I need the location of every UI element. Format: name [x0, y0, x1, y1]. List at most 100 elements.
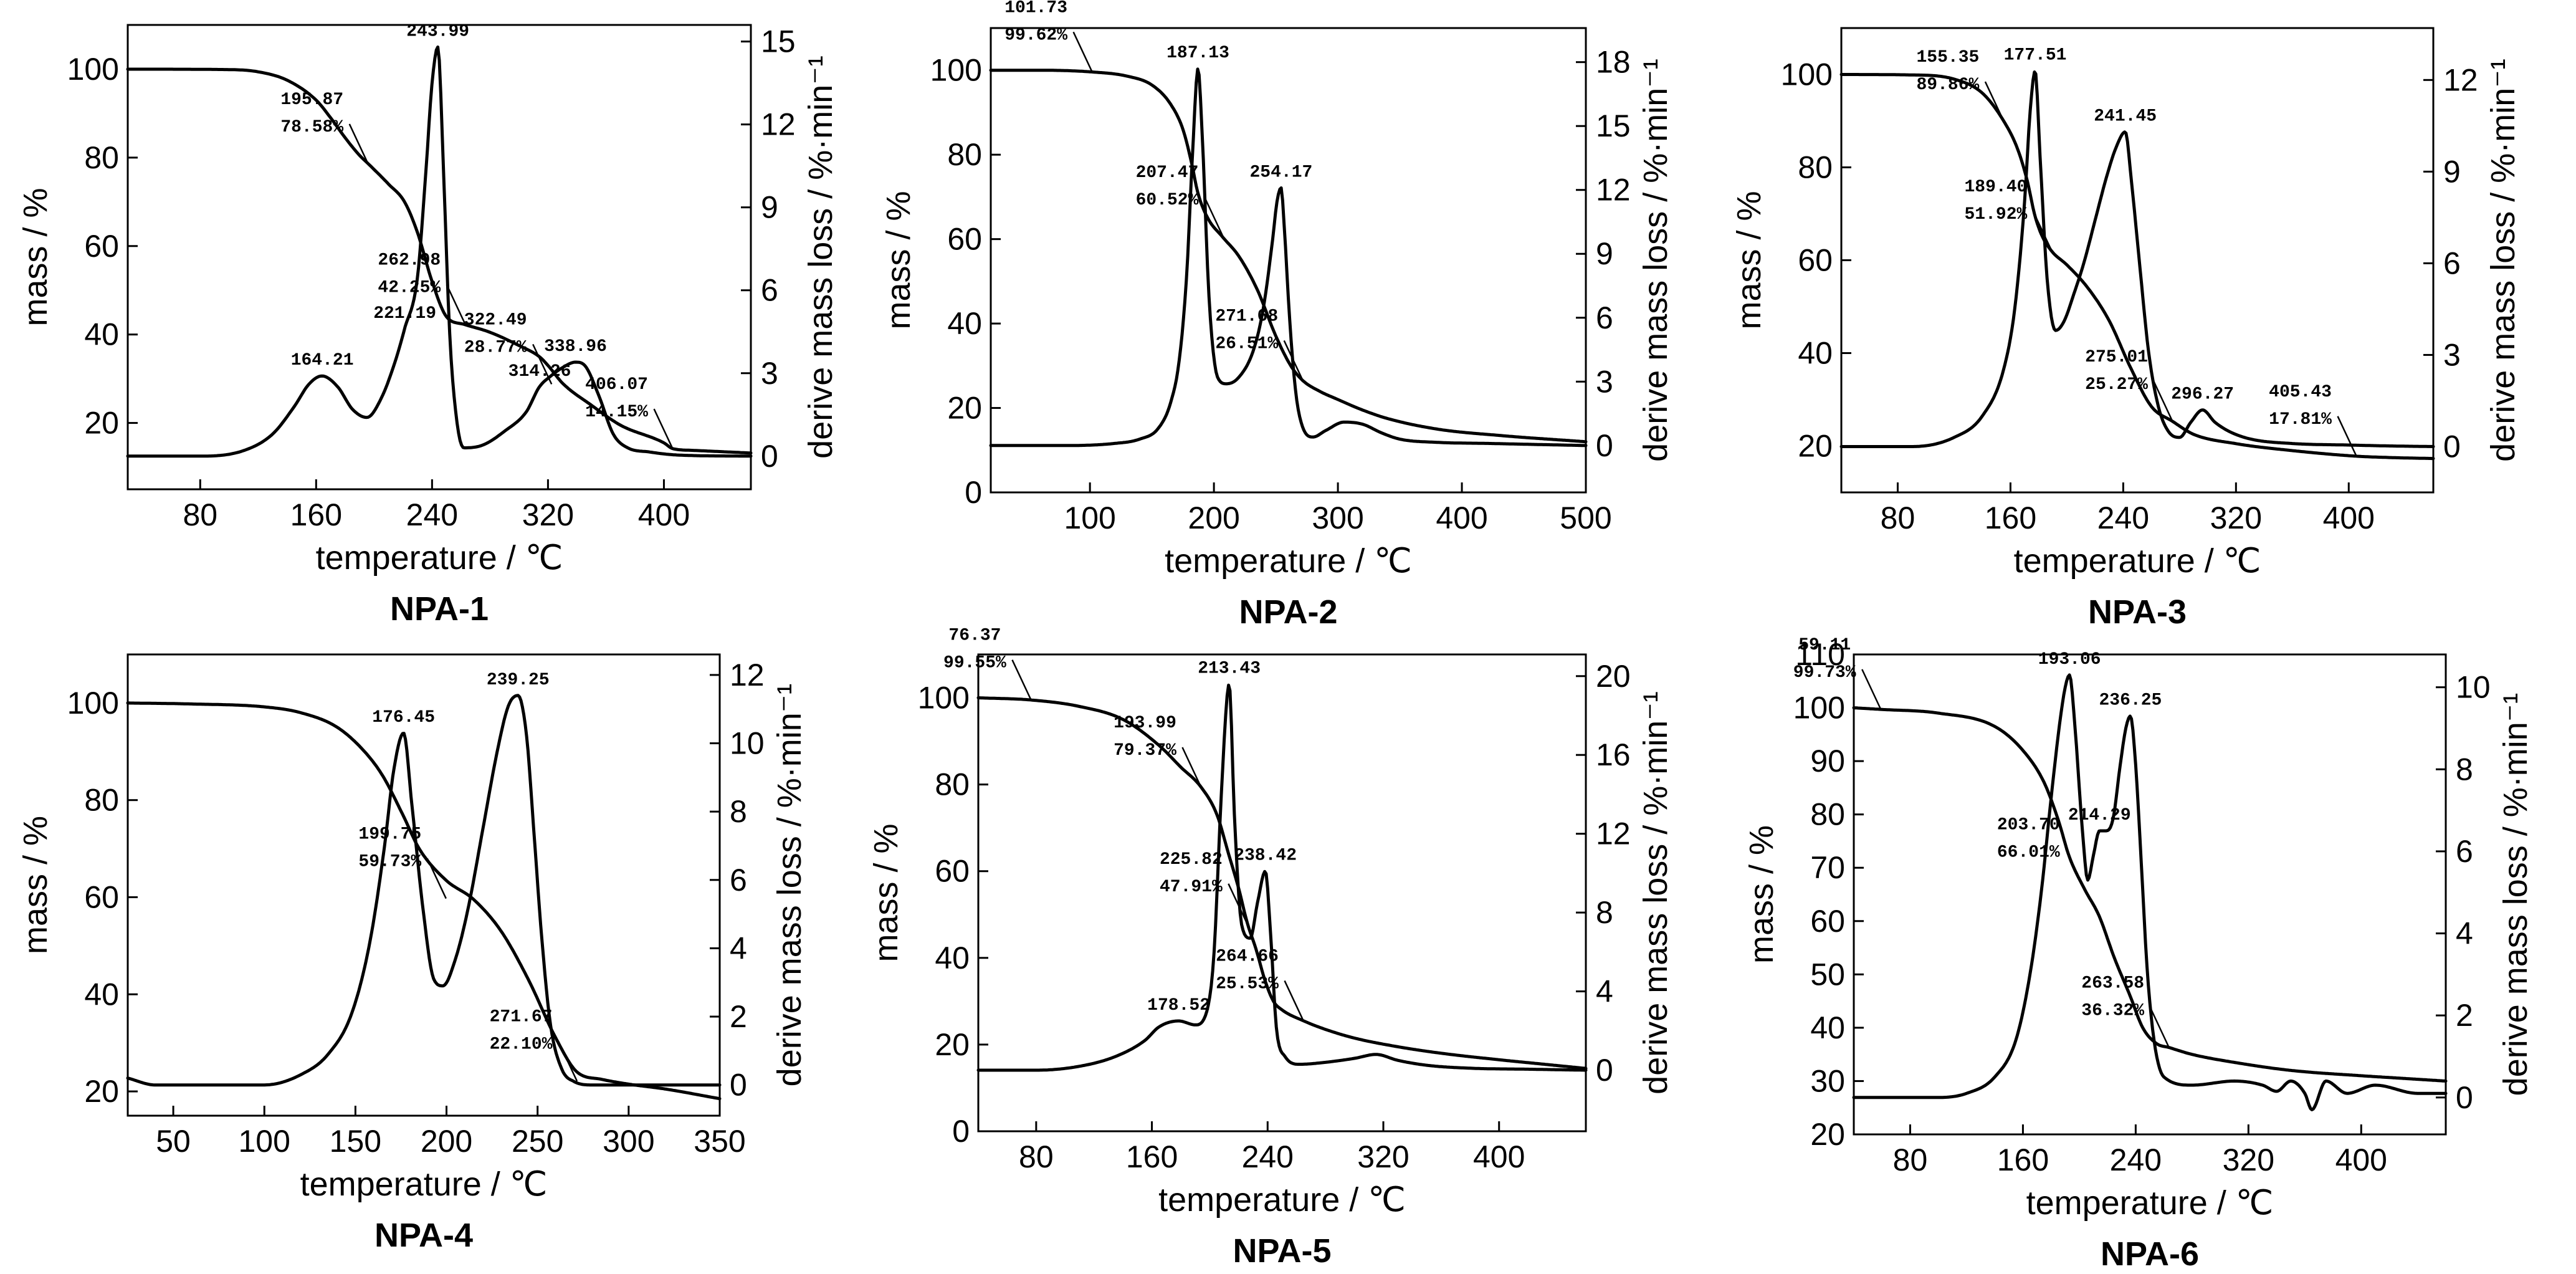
y2-tick-label: 9	[1596, 236, 1613, 271]
annotation-mass: 28.77%	[464, 338, 527, 357]
y2-tick-label: 15	[761, 24, 796, 59]
annotation-mass: 79.37%	[1114, 741, 1176, 760]
annotation-peak: 296.27	[2171, 385, 2234, 405]
y2-tick-label: 8	[2456, 752, 2473, 787]
y-tick-label: 80	[84, 783, 119, 818]
y-tick-label: 100	[930, 53, 982, 88]
annotation-mass: 42.25%	[378, 279, 441, 298]
annotation-peak: 177.51	[2004, 46, 2067, 65]
mass-curve	[1852, 706, 2448, 1083]
y2-tick-label: 12	[1596, 173, 1631, 208]
annotation-mass: 60.52%	[1136, 191, 1199, 210]
y-tick-label: 100	[67, 52, 119, 87]
y2-tick-label: 8	[1596, 895, 1613, 930]
y-tick-label: 20	[1810, 1117, 1845, 1152]
annotation-mass: 47.91%	[1160, 878, 1223, 897]
plot-frame	[990, 27, 1587, 494]
y-tick-label: 100	[918, 681, 970, 716]
y2-axis-title: derive mass loss / %·min⁻¹	[802, 55, 839, 459]
annotation-mass: 51.92%	[1965, 205, 2028, 224]
x-tick-label: 100	[1064, 501, 1115, 535]
mass-curve	[976, 696, 1588, 1070]
y2-tick-label: 10	[2456, 670, 2491, 705]
annotation-peak: 214.29	[2068, 806, 2131, 825]
annotation-mass: 26.51%	[1215, 334, 1278, 353]
y2-tick-label: 12	[2443, 62, 2478, 97]
x-tick-label: 240	[2097, 501, 2149, 535]
annotation-leader	[1984, 81, 2005, 122]
y-axis-title: mass / %	[880, 191, 917, 329]
y-tick-label: 20	[84, 406, 119, 441]
y2-tick-label: 18	[1596, 45, 1631, 80]
annotation-leader	[1283, 340, 1304, 381]
x-tick-label: 160	[1985, 501, 2036, 535]
y2-tick-label: 3	[761, 356, 778, 391]
y-tick-label: 80	[1798, 150, 1833, 185]
plot-frame	[1853, 653, 2447, 1136]
annotation-leader	[1203, 196, 1224, 237]
annotation-mass: 78.58%	[280, 118, 343, 137]
annotation-leader	[426, 858, 447, 899]
x-tick-label: 400	[638, 497, 690, 532]
annotation-temperature: 271.68	[1215, 307, 1278, 326]
y-axis-title: mass / %	[1730, 191, 1768, 329]
panel-title: NPA-3	[2088, 593, 2187, 631]
y2-tick-label: 4	[2456, 916, 2473, 951]
annotation-temperature: 193.99	[1114, 714, 1176, 733]
annotation-temperature: 195.87	[280, 90, 343, 110]
y-tick-label: 100	[67, 686, 119, 721]
y2-tick-label: 8	[730, 794, 747, 829]
y2-tick-label: 6	[2443, 246, 2461, 280]
annotation-peak: 236.25	[2099, 691, 2162, 711]
x-tick-label: 80	[1019, 1139, 1054, 1174]
annotation-mass: 99.73%	[1793, 663, 1856, 682]
y2-tick-label: 20	[1596, 659, 1631, 694]
annotation-leader	[1861, 669, 1882, 710]
annotation-leader	[2153, 381, 2173, 422]
y2-tick-label: 12	[1596, 817, 1631, 851]
x-tick-label: 160	[290, 497, 342, 532]
mass-curve	[1839, 73, 2435, 461]
annotation-temperature: 275.01	[2085, 348, 2148, 367]
annotation-mass: 36.32%	[2081, 1001, 2144, 1020]
x-axis-title: temperature / ℃	[1165, 542, 1412, 580]
y-tick-label: 0	[965, 475, 982, 510]
y2-tick-label: 6	[761, 273, 778, 308]
plot-frame	[1840, 27, 2435, 494]
panel-title: NPA-2	[1239, 593, 1337, 631]
y2-axis-title: derive mass loss / %·min⁻¹	[771, 684, 808, 1087]
annotation-peak: 239.25	[487, 671, 550, 690]
derivative-curve	[989, 67, 1588, 448]
y-tick-label: 60	[935, 854, 970, 889]
x-tick-label: 160	[1126, 1139, 1178, 1174]
x-tick-label: 150	[330, 1124, 381, 1159]
y-tick-label: 100	[1781, 57, 1833, 92]
annotation-mass: 25.53%	[1216, 974, 1279, 994]
y2-tick-label: 0	[2443, 429, 2461, 464]
y-tick-label: 40	[1798, 336, 1833, 371]
x-tick-label: 160	[1997, 1142, 2049, 1177]
annotation-mass: 66.01%	[1997, 843, 2060, 862]
x-tick-label: 50	[156, 1124, 191, 1159]
x-tick-label: 500	[1560, 501, 1611, 535]
annotation-temperature: 264.66	[1216, 947, 1279, 966]
x-tick-label: 200	[421, 1124, 472, 1159]
y-tick-label: 60	[1810, 904, 1845, 939]
y2-tick-label: 6	[2456, 834, 2473, 869]
annotation-peak: 178.52	[1147, 996, 1210, 1015]
derivative-curve	[1839, 70, 2435, 448]
annotation-leader	[653, 408, 674, 449]
annotation-leader	[2032, 211, 2053, 252]
annotation-temperature: 406.07	[585, 375, 648, 395]
y-tick-label: 20	[947, 391, 982, 426]
y2-tick-label: 10	[730, 726, 765, 761]
y-tick-label: 60	[84, 229, 119, 264]
annotation-temperature: 207.47	[1136, 163, 1199, 183]
x-tick-label: 400	[2323, 501, 2375, 535]
y2-axis-title: derive mass loss / %·min⁻¹	[1637, 59, 1674, 462]
annotation-temperature: 322.49	[464, 310, 527, 330]
x-axis-title: temperature / ℃	[316, 539, 563, 577]
y-tick-label: 40	[935, 941, 970, 975]
x-axis-title: temperature / ℃	[2026, 1184, 2274, 1222]
